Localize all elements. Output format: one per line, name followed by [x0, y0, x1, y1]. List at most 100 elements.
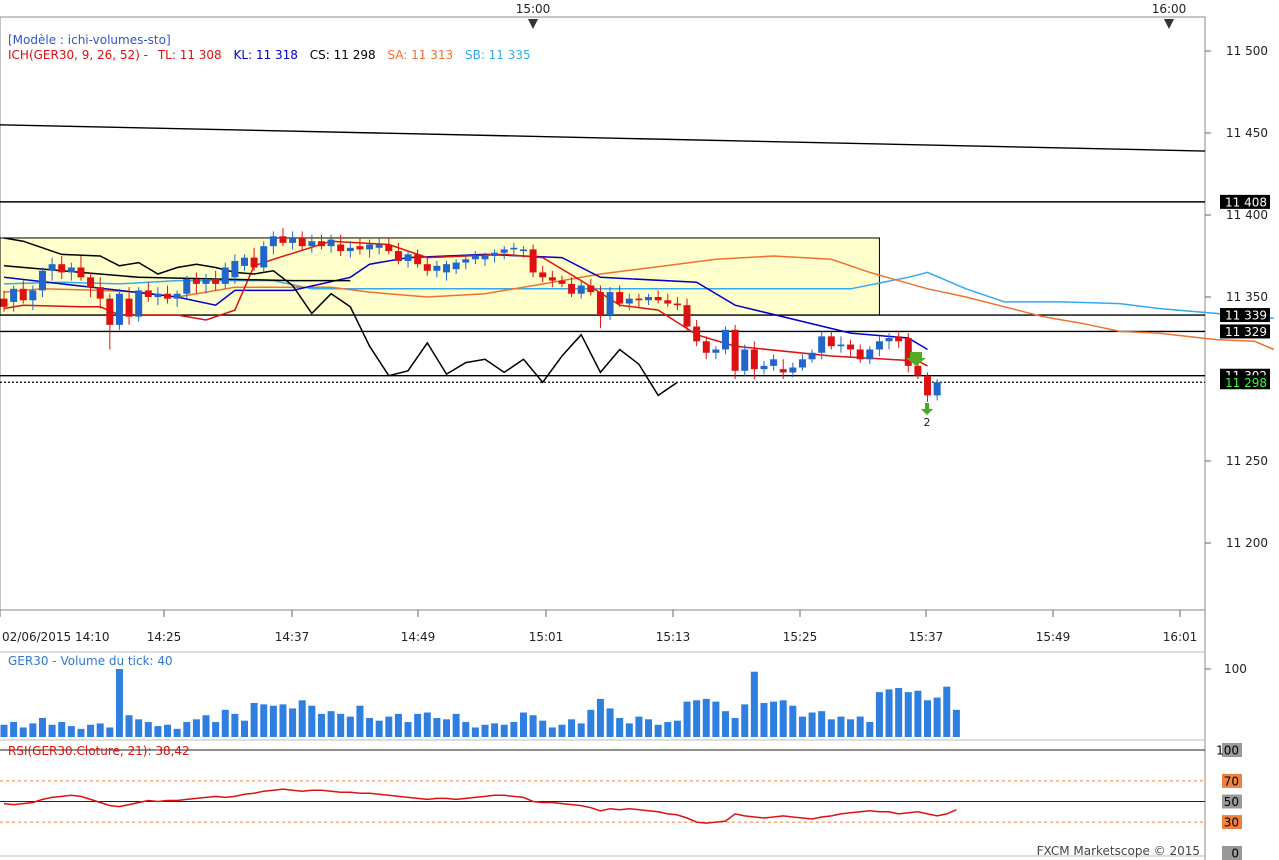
volume-bar	[539, 720, 547, 737]
sloped-trend-line	[0, 124, 1206, 152]
rsi-level-label: 100	[1216, 744, 1239, 758]
rsi-level-tag	[1222, 743, 1242, 757]
candle-body	[808, 352, 816, 360]
candle-body	[510, 247, 518, 250]
volume-bar	[558, 724, 566, 737]
time-tick-label: 15:13	[656, 630, 691, 644]
price-tag-label: 11 408	[1225, 195, 1267, 209]
volume-bar	[548, 727, 556, 737]
candle-body	[327, 239, 335, 247]
sa-label: SA: 11 313	[387, 48, 453, 62]
tl-label: TL: 11 308	[157, 48, 222, 62]
volume-bar	[77, 728, 85, 737]
signal-markers: 2	[906, 352, 933, 429]
candle	[616, 285, 624, 307]
candle-body	[856, 349, 864, 360]
candle	[38, 267, 46, 297]
volume-bar	[760, 703, 768, 737]
price-tag: 11 408	[1220, 194, 1270, 209]
candle	[529, 244, 537, 278]
volume-bar	[529, 715, 537, 737]
candle	[760, 360, 768, 375]
candle-body	[404, 254, 412, 261]
volume-bar	[664, 722, 672, 737]
candle-body	[115, 293, 123, 325]
volume-bar	[19, 727, 27, 737]
candlesticks	[0, 228, 941, 402]
candle-body	[443, 264, 451, 273]
candle-body	[818, 336, 826, 353]
volume-bar	[798, 716, 806, 737]
candle-body	[423, 264, 431, 271]
candle-body	[673, 303, 681, 306]
volume-bar	[712, 701, 720, 737]
candle	[0, 290, 8, 312]
volume-bar	[693, 700, 701, 737]
chikou-line	[3, 237, 678, 397]
candle-body	[645, 297, 653, 301]
volume-bar	[221, 709, 229, 737]
candle	[135, 287, 143, 322]
price-tag: 11 329	[1220, 324, 1270, 339]
ich-label: ICH(GER30, 9, 26, 52) -	[8, 48, 148, 62]
candle-body	[48, 264, 56, 271]
candle-body	[96, 287, 104, 299]
cs-label: CS: 11 298	[310, 48, 376, 62]
volume-bar	[366, 717, 374, 737]
volume-bar	[48, 724, 56, 737]
candle-body	[693, 326, 701, 342]
candle	[423, 256, 431, 276]
volume-bar	[827, 719, 835, 737]
candle-body	[770, 359, 778, 366]
candle	[750, 341, 758, 379]
rsi-line	[3, 788, 957, 824]
time-tick-label: 14:49	[401, 630, 436, 644]
candle	[789, 362, 797, 378]
price-tag-label: 11 329	[1225, 325, 1267, 339]
candle	[779, 359, 787, 379]
volume-bar	[452, 713, 460, 737]
candle	[19, 280, 27, 304]
volume-bar	[279, 704, 287, 737]
candle-body	[702, 341, 710, 353]
sb-label: SB: 11 335	[465, 48, 531, 62]
volume-bar	[337, 713, 345, 737]
candle	[221, 262, 229, 289]
candle	[404, 251, 412, 268]
candle-body	[269, 236, 277, 247]
candle-body	[500, 249, 508, 253]
candle-body	[385, 244, 393, 252]
candle	[548, 270, 556, 288]
candle-body	[827, 336, 835, 347]
candle	[269, 231, 277, 255]
candle-body	[654, 297, 662, 301]
volume-bar	[154, 726, 162, 737]
chart-header: [Modèle : ichi-volumes-sto] ICH(GER30, 9…	[8, 33, 1200, 858]
time-tick-label: 15:37	[909, 630, 944, 644]
candle	[212, 270, 220, 291]
candle	[539, 265, 547, 283]
candle-body	[847, 344, 855, 350]
volume-bar	[596, 698, 604, 737]
volume-bar	[346, 716, 354, 737]
candle-body	[760, 365, 768, 370]
volume-bar	[433, 717, 441, 737]
volume-bar	[404, 722, 412, 737]
candle	[77, 256, 85, 281]
candle	[558, 275, 566, 288]
candle-body	[414, 254, 422, 265]
volume-bar	[327, 711, 335, 737]
candle	[519, 246, 527, 258]
candle	[29, 285, 37, 311]
volume-bar	[481, 724, 489, 737]
volume-bar	[895, 688, 903, 737]
candle	[577, 280, 585, 299]
candle	[385, 237, 393, 255]
volume-bar	[731, 717, 739, 737]
candle-body	[837, 344, 845, 347]
volume-bar	[394, 713, 402, 737]
volume-bar	[202, 715, 210, 737]
candle-body	[38, 270, 46, 291]
volume-bar	[414, 713, 422, 737]
